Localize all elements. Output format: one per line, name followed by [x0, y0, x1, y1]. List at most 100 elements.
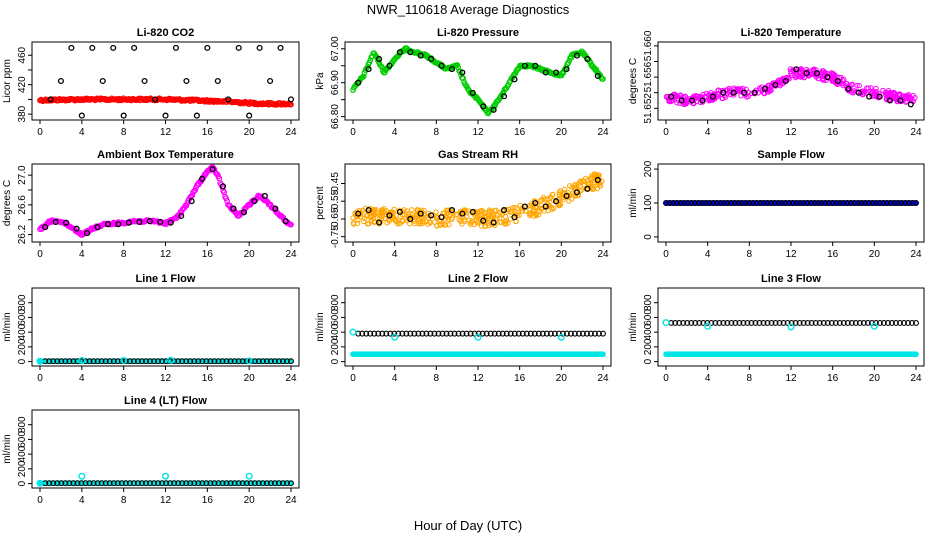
data-point: [573, 189, 581, 196]
y-tick-label: 0: [17, 358, 28, 364]
y-tick-label: 26.2: [17, 224, 28, 244]
data-point: [486, 223, 492, 229]
data-point: [271, 480, 278, 487]
series-hourly: [355, 176, 601, 226]
data-point: [82, 480, 89, 487]
data-point: [557, 201, 564, 208]
data-point: [417, 210, 424, 217]
data-point: [219, 480, 226, 487]
data-point: [491, 330, 498, 337]
data-point: [844, 320, 851, 326]
x-tick-label: 0: [37, 249, 43, 260]
data-point: [456, 217, 462, 223]
y-tick-label: 420: [17, 76, 28, 93]
data-point: [371, 211, 378, 218]
data-point: [564, 194, 571, 200]
data-point: [852, 320, 859, 326]
data-point: [267, 358, 274, 365]
data-point: [547, 194, 554, 200]
data-point: [199, 358, 206, 365]
x-tick-label: 4: [79, 249, 85, 260]
data-point: [78, 112, 85, 119]
series-spikes: [36, 356, 253, 365]
data-point: [439, 330, 446, 337]
data-point: [812, 320, 819, 326]
x-tick-label: 24: [910, 373, 922, 384]
data-point: [66, 358, 73, 365]
data-point: [277, 44, 284, 51]
data-point: [199, 480, 206, 487]
data-point: [167, 219, 174, 226]
data-point: [913, 351, 919, 358]
x-tick-label: 20: [869, 249, 881, 260]
data-point: [775, 82, 781, 88]
data-point: [873, 85, 879, 92]
data-point: [913, 200, 919, 206]
data-point: [519, 330, 526, 337]
y-tick-label: 0: [330, 358, 341, 364]
data-point: [902, 200, 909, 206]
x-tick-label: 24: [597, 373, 609, 384]
y-tick-label: 800: [17, 416, 28, 433]
data-point: [54, 358, 61, 365]
panel-sampleflow: Sample Flow 0 4 8 12 16 20 24 0 100 200 ml/min: [628, 149, 925, 260]
x-tick-label: 12: [785, 127, 797, 138]
data-point: [824, 74, 831, 81]
data-point: [757, 200, 764, 206]
data-point: [355, 217, 361, 223]
data-point: [192, 187, 198, 194]
x-tick-label: 20: [244, 495, 256, 506]
plot-frame: [31, 41, 300, 121]
x-tick-label: 24: [285, 373, 297, 384]
data-point: [738, 93, 744, 99]
data-point: [417, 52, 424, 59]
data-point: [365, 66, 372, 73]
y-axis-label: percent: [315, 186, 326, 220]
data-point: [594, 72, 601, 79]
data-point: [748, 320, 755, 326]
data-point: [435, 330, 442, 337]
data-point: [411, 330, 418, 337]
data-point: [162, 112, 169, 119]
data-point: [461, 216, 468, 223]
data-point: [856, 320, 863, 326]
data-point: [490, 106, 497, 113]
data-point: [780, 320, 787, 326]
data-point: [454, 62, 461, 68]
data-point: [414, 207, 421, 213]
data-point: [542, 203, 549, 210]
y-axis-label: Licor ppm: [2, 59, 13, 103]
data-point: [279, 358, 286, 365]
data-point: [876, 200, 883, 206]
data-point: [681, 200, 688, 206]
data-point: [58, 480, 65, 487]
data-point: [556, 191, 563, 197]
data-point: [884, 320, 891, 326]
data-point: [36, 479, 44, 487]
data-point: [772, 320, 779, 326]
data-point: [706, 200, 713, 206]
x-tick-label: 4: [79, 495, 85, 506]
y-axis-label: degrees C: [628, 58, 639, 104]
data-point: [126, 480, 133, 487]
data-point: [721, 200, 727, 206]
data-point: [151, 96, 159, 103]
data-point: [663, 200, 669, 206]
x-tick-label: 8: [434, 249, 440, 260]
series-raw: [350, 351, 606, 358]
data-point: [581, 178, 587, 184]
data-point: [480, 103, 487, 110]
data-point: [172, 44, 180, 51]
series-hourly: [355, 330, 606, 337]
panel-title: Li-820 Temperature: [741, 27, 842, 39]
data-point: [446, 207, 452, 213]
data-point: [865, 85, 871, 91]
plot-marks: [37, 164, 294, 238]
x-tick-label: 8: [747, 373, 753, 384]
data-point: [766, 82, 772, 89]
data-point: [367, 214, 374, 221]
data-point: [275, 480, 282, 487]
data-point: [594, 185, 601, 192]
series-raw: [350, 171, 605, 229]
figure-title: NWR_110618 Average Diagnostics: [367, 2, 570, 17]
